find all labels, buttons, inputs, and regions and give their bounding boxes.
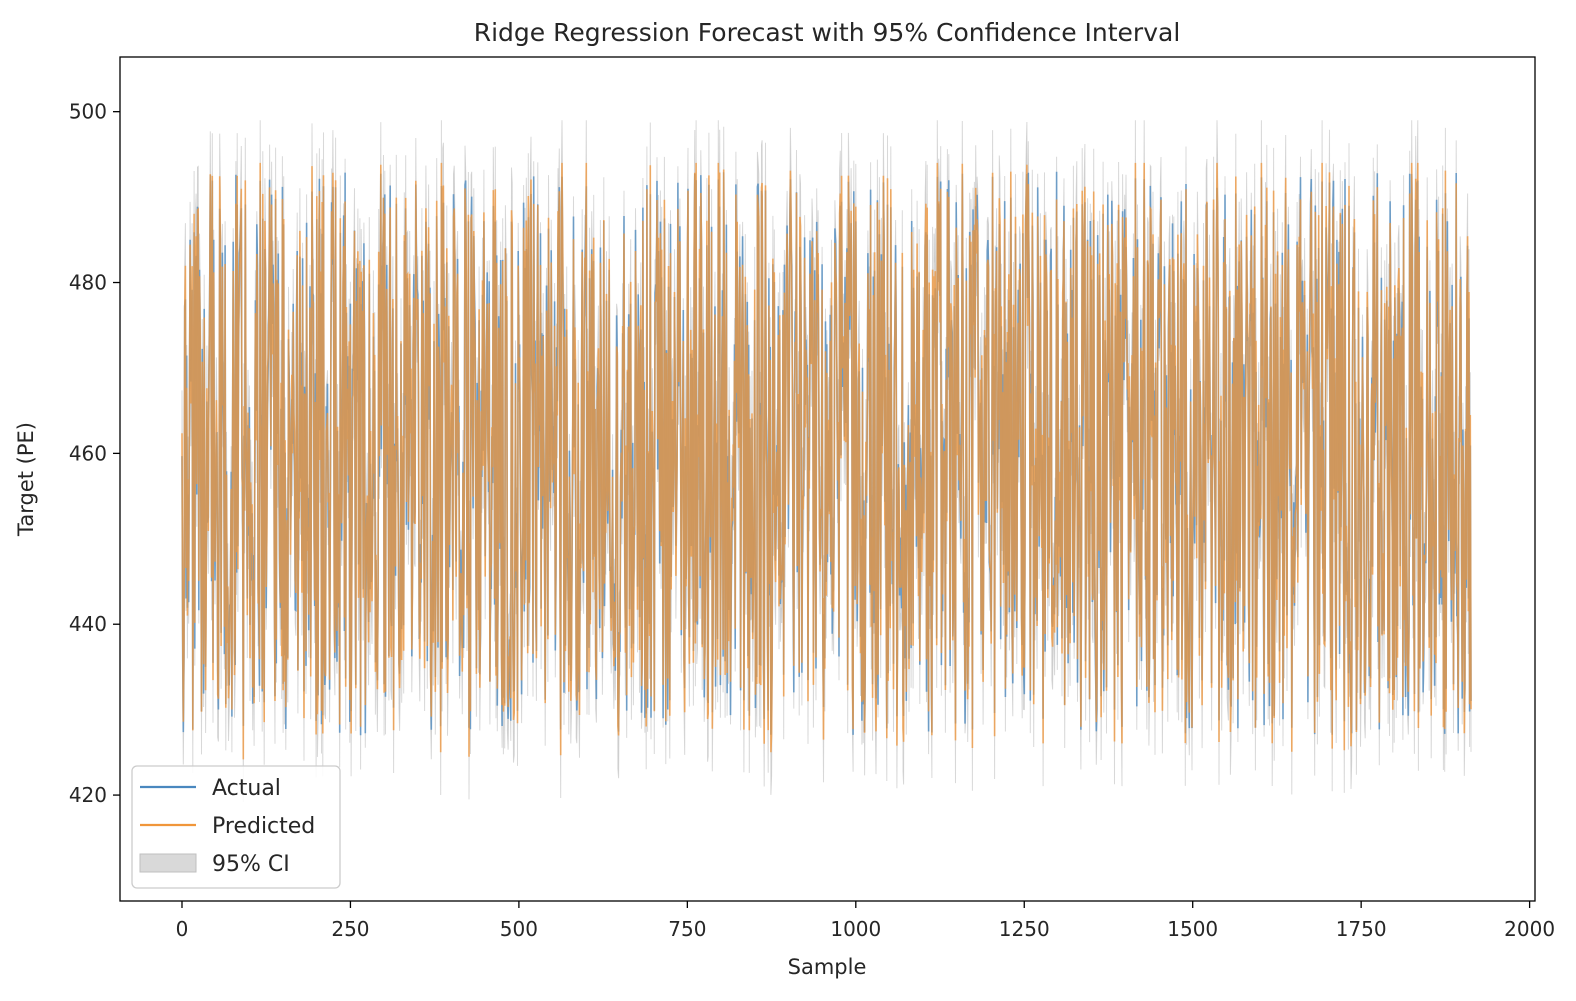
legend-actual-label: Actual	[212, 776, 281, 801]
x-axis: 0 250 500 750 1000 1250 1500 1750 2000	[176, 901, 1555, 941]
y-tick-label: 480	[69, 271, 107, 295]
y-axis-label: Target (PE)	[14, 422, 38, 537]
plot-area	[181, 120, 1472, 803]
y-tick-label: 460	[69, 441, 107, 465]
y-tick-label: 500	[69, 100, 107, 124]
axes-frame	[119, 56, 1536, 902]
series-predicted-line	[181, 162, 1472, 760]
y-axis: 420 440 460 480 500	[69, 100, 120, 807]
y-tick-label: 420	[69, 783, 107, 807]
x-tick-label: 1000	[830, 917, 881, 941]
legend-ci-swatch	[139, 853, 197, 873]
y-tick-label: 440	[69, 612, 107, 636]
x-tick-label: 1250	[999, 917, 1050, 941]
x-tick-label: 750	[668, 917, 706, 941]
x-tick-label: 1750	[1336, 917, 1387, 941]
x-tick-label: 250	[331, 917, 369, 941]
legend-predicted-label: Predicted	[212, 814, 315, 839]
x-tick-label: 0	[176, 917, 189, 941]
x-tick-label: 1500	[1167, 917, 1218, 941]
x-axis-label: Sample	[788, 955, 867, 979]
x-tick-label: 2000	[1504, 917, 1555, 941]
chart-title: Ridge Regression Forecast with 95% Confi…	[474, 18, 1181, 47]
legend-ci-label: 95% CI	[212, 852, 290, 877]
legend: Actual Predicted 95% CI	[131, 765, 341, 889]
x-tick-label: 500	[500, 917, 538, 941]
